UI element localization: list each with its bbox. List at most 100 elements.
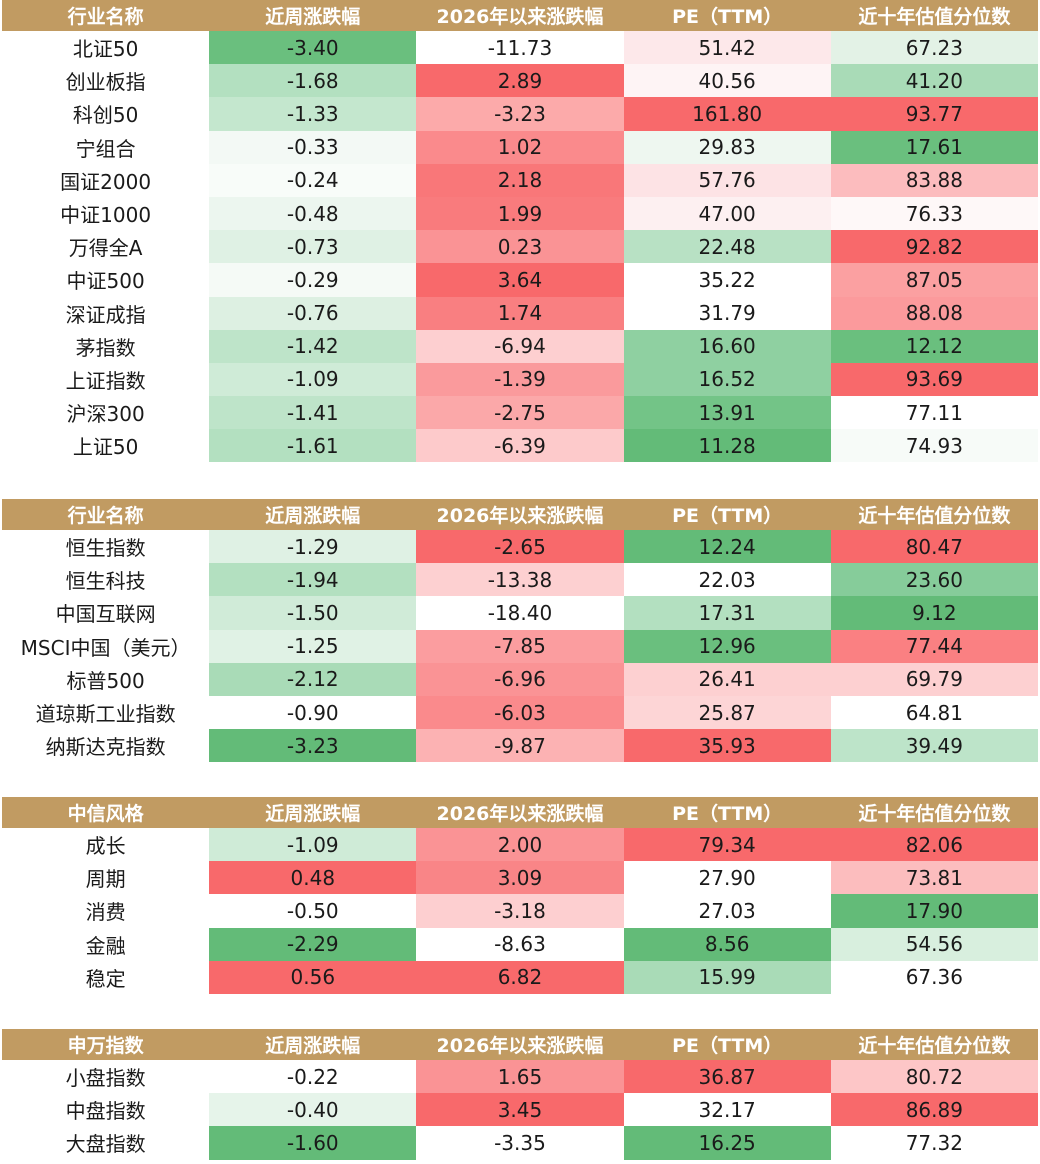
index-name-cell: 中证500 xyxy=(2,263,210,297)
value-cell: -0.76 xyxy=(209,296,417,330)
table-row: 恒生指数 -1.29 -2.65 12.24 80.47 xyxy=(2,530,1038,564)
value-cell: 25.87 xyxy=(623,695,831,730)
value-cell: 6.82 xyxy=(416,960,624,994)
value-cell: 8.56 xyxy=(623,927,831,961)
value-cell: 51.42 xyxy=(623,31,831,65)
value-cell: -0.24 xyxy=(209,163,417,197)
index-name-cell: 宁组合 xyxy=(2,130,210,164)
table-row: 中证500 -0.29 3.64 35.22 87.05 xyxy=(2,263,1038,297)
value-cell: 54.56 xyxy=(830,927,1038,961)
index-name-cell: 万得全A xyxy=(2,230,210,264)
index-name-cell: 稳定 xyxy=(2,960,210,994)
value-cell: 80.47 xyxy=(830,530,1038,564)
value-cell: 1.74 xyxy=(416,296,624,330)
value-cell: 16.25 xyxy=(623,1126,831,1160)
table-row: 消费 -0.50 -3.18 27.03 17.90 xyxy=(2,894,1038,928)
value-cell: 69.79 xyxy=(830,662,1038,696)
value-cell: 77.11 xyxy=(830,396,1038,430)
value-cell: -0.48 xyxy=(209,196,417,231)
table-header-row: 申万指数 近周涨跌幅 2026年以来涨跌幅 PE（TTM） 近十年估值分位数 xyxy=(2,1029,1038,1060)
value-cell: -6.03 xyxy=(416,695,624,730)
value-cell: 47.00 xyxy=(623,196,831,231)
column-header: 近周涨跌幅 xyxy=(265,505,361,527)
column-header: 行业名称 xyxy=(67,505,144,527)
value-cell: -6.39 xyxy=(416,429,624,463)
value-cell: 161.80 xyxy=(623,97,831,131)
value-cell: -2.12 xyxy=(209,662,417,696)
column-header: PE（TTM） xyxy=(672,505,783,527)
value-cell: -1.25 xyxy=(209,629,417,663)
value-cell: 79.34 xyxy=(623,828,831,862)
table-row: 纳斯达克指数 -3.23 -9.87 35.93 39.49 xyxy=(2,729,1038,763)
valuation-table-3: 中信风格 近周涨跌幅 2026年以来涨跌幅 PE（TTM） 近十年估值分位数 成长 -1.0… xyxy=(2,797,1038,994)
value-cell: -18.40 xyxy=(416,596,624,630)
table-row: 北证50 -3.40 -11.73 51.42 67.23 xyxy=(2,31,1038,65)
column-header: 2026年以来涨跌幅 xyxy=(436,6,604,28)
value-cell: 2.89 xyxy=(416,64,624,98)
value-cell: 77.44 xyxy=(830,629,1038,663)
value-cell: 76.33 xyxy=(830,196,1038,231)
column-header: PE（TTM） xyxy=(672,6,783,28)
value-cell: -1.39 xyxy=(416,362,624,397)
column-header: 近十年估值分位数 xyxy=(858,803,1011,825)
value-cell: -13.38 xyxy=(416,563,624,597)
column-header: 申万指数 xyxy=(67,1035,144,1057)
value-cell: 12.12 xyxy=(830,329,1038,363)
table-row: 上证指数 -1.09 -1.39 16.52 93.69 xyxy=(2,362,1038,397)
value-cell: 22.48 xyxy=(623,230,831,264)
index-name-cell: 消费 xyxy=(2,894,210,928)
table-row: 道琼斯工业指数 -0.90 -6.03 25.87 64.81 xyxy=(2,695,1038,730)
table-row: 大盘指数 -1.60 -3.35 16.25 77.32 xyxy=(2,1126,1038,1160)
column-header: 2026年以来涨跌幅 xyxy=(436,803,604,825)
table-row: 深证成指 -0.76 1.74 31.79 88.08 xyxy=(2,296,1038,330)
value-cell: -2.75 xyxy=(416,396,624,430)
value-cell: 1.02 xyxy=(416,130,624,164)
value-cell: -6.94 xyxy=(416,329,624,363)
value-cell: 11.28 xyxy=(623,429,831,463)
value-cell: -1.61 xyxy=(209,429,417,463)
table-row: 中证1000 -0.48 1.99 47.00 76.33 xyxy=(2,196,1038,231)
value-cell: 0.23 xyxy=(416,230,624,264)
value-cell: 83.88 xyxy=(830,163,1038,197)
value-cell: 40.56 xyxy=(623,64,831,98)
value-cell: -1.50 xyxy=(209,596,417,630)
index-name-cell: 沪深300 xyxy=(2,396,210,430)
value-cell: 16.52 xyxy=(623,362,831,397)
value-cell: 31.79 xyxy=(623,296,831,330)
table-row: 金融 -2.29 -8.63 8.56 54.56 xyxy=(2,927,1038,961)
value-cell: -0.33 xyxy=(209,130,417,164)
value-cell: 3.09 xyxy=(416,861,624,895)
index-name-cell: 恒生科技 xyxy=(2,563,210,597)
valuation-table-2: 行业名称 近周涨跌幅 2026年以来涨跌幅 PE（TTM） 近十年估值分位数 恒生指数 -1… xyxy=(2,499,1038,763)
column-header: 2026年以来涨跌幅 xyxy=(436,1035,604,1057)
value-cell: -3.23 xyxy=(416,97,624,131)
index-name-cell: 中国互联网 xyxy=(2,596,210,630)
value-cell: 1.99 xyxy=(416,196,624,231)
value-cell: 67.23 xyxy=(830,31,1038,65)
table-row: 中国互联网 -1.50 -18.40 17.31 9.12 xyxy=(2,596,1038,630)
value-cell: 29.83 xyxy=(623,130,831,164)
value-cell: 15.99 xyxy=(623,960,831,994)
value-cell: 80.72 xyxy=(830,1060,1038,1094)
value-cell: -0.90 xyxy=(209,695,417,730)
table-row: 茅指数 -1.42 -6.94 16.60 12.12 xyxy=(2,329,1038,363)
value-cell: 64.81 xyxy=(830,695,1038,730)
value-cell: 32.17 xyxy=(623,1093,831,1127)
table-row: 周期 0.48 3.09 27.90 73.81 xyxy=(2,861,1038,895)
value-cell: 0.56 xyxy=(209,960,417,994)
value-cell: 74.93 xyxy=(830,429,1038,463)
value-cell: 77.32 xyxy=(830,1126,1038,1160)
value-cell: 9.12 xyxy=(830,596,1038,630)
table-row: 科创50 -1.33 -3.23 161.80 93.77 xyxy=(2,97,1038,131)
value-cell: 2.18 xyxy=(416,163,624,197)
value-cell: 22.03 xyxy=(623,563,831,597)
value-cell: 67.36 xyxy=(830,960,1038,994)
value-cell: -1.60 xyxy=(209,1126,417,1160)
value-cell: 2.00 xyxy=(416,828,624,862)
value-cell: -0.29 xyxy=(209,263,417,297)
index-name-cell: 国证2000 xyxy=(2,163,210,197)
table-row: 宁组合 -0.33 1.02 29.83 17.61 xyxy=(2,130,1038,164)
value-cell: -3.18 xyxy=(416,894,624,928)
value-cell: 16.60 xyxy=(623,329,831,363)
table-row: 创业板指 -1.68 2.89 40.56 41.20 xyxy=(2,64,1038,98)
